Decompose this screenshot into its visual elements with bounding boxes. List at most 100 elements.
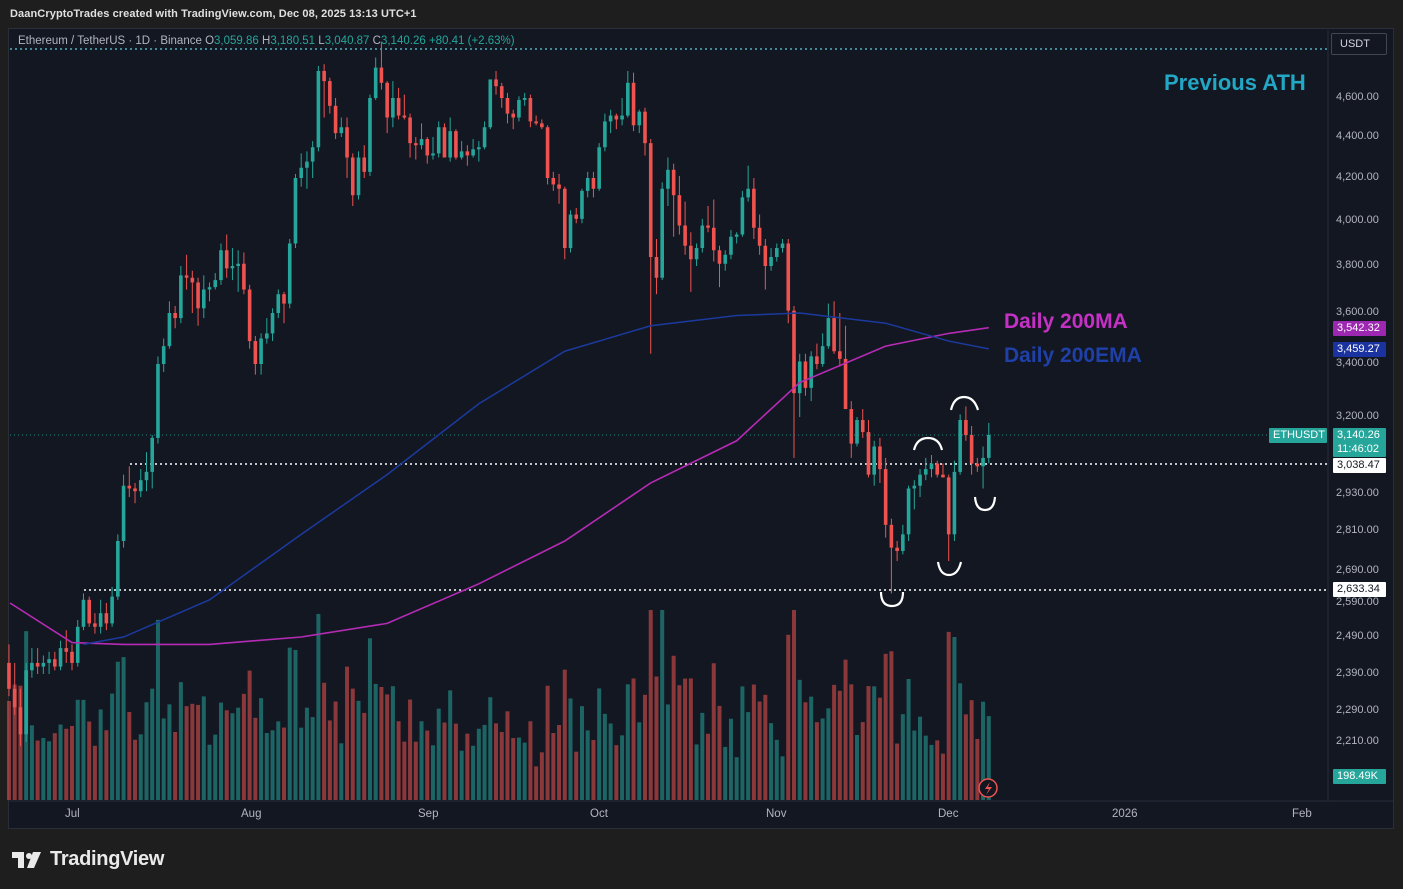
candle-body: [878, 446, 882, 470]
candle-body: [316, 70, 321, 148]
volume-bar: [402, 741, 407, 800]
candle-body: [975, 463, 980, 467]
volume-bar: [178, 682, 183, 800]
volume-bar: [345, 666, 350, 800]
swing-low-arc-2: [936, 561, 963, 577]
volume-bar: [133, 739, 138, 800]
volume-bar: [952, 637, 957, 800]
candle-body: [803, 361, 808, 388]
volume-bar: [304, 707, 309, 800]
candle-body: [448, 131, 452, 158]
volume-bar: [620, 735, 625, 800]
candle-body: [671, 169, 676, 196]
candle-body: [328, 81, 332, 106]
candle-body: [723, 254, 728, 264]
volume-bar: [757, 701, 762, 800]
tradingview-logo[interactable]: TradingView: [12, 848, 164, 871]
ma200-line: [9, 326, 989, 646]
volume-bar: [631, 678, 636, 800]
volume-bar: [872, 686, 877, 800]
time-tick-label: Nov: [766, 808, 787, 820]
candle-body: [855, 420, 859, 444]
volume-bar: [929, 744, 934, 800]
volume-bar: [224, 710, 229, 800]
chart-panel[interactable]: [8, 28, 1394, 829]
candle-body: [540, 123, 544, 128]
candle-body: [104, 613, 109, 624]
candle-body: [568, 214, 573, 248]
candle-body: [574, 214, 579, 219]
volume-bar: [843, 659, 848, 800]
candle-body: [116, 541, 120, 597]
volume-bar: [436, 708, 441, 800]
price-tick-label: 2,390.00: [1336, 667, 1379, 679]
volume-bar: [47, 741, 52, 800]
candle-body: [711, 227, 716, 251]
candle-body: [436, 127, 441, 154]
top-bar: DaanCryptoTrades created with TradingVie…: [0, 0, 1403, 28]
volume-bar: [769, 723, 774, 800]
candle-body: [780, 243, 785, 248]
volume-bar: [127, 711, 132, 800]
volume-bar: [282, 727, 287, 800]
volume-bar: [981, 701, 986, 800]
volume-bar: [41, 737, 46, 800]
volume-bar: [241, 693, 246, 800]
candle-body: [414, 143, 418, 146]
candle-body: [683, 225, 687, 246]
candle-body: [706, 225, 710, 228]
candle-body: [179, 275, 183, 319]
volume-bar: [356, 700, 361, 800]
candle-body: [408, 117, 412, 144]
volume-bar: [986, 716, 991, 800]
candle-body: [70, 651, 74, 663]
volume-bar: [207, 744, 212, 800]
currency-button[interactable]: USDT: [1331, 33, 1387, 55]
price-tick-label: 2,210.00: [1336, 735, 1379, 747]
candle-body: [666, 169, 670, 189]
volume-bar: [677, 685, 682, 800]
swing-low-arc-1: [879, 591, 905, 608]
volume-bar: [637, 722, 642, 800]
symbol-name[interactable]: Ethereum / TetherUS · 1D · Binance: [18, 35, 202, 47]
previous-ath-label: Previous ATH: [1164, 70, 1306, 95]
price-tick-label: 4,200.00: [1336, 171, 1379, 183]
volume-bar: [35, 740, 40, 800]
candle-body: [866, 432, 871, 475]
candle-body: [127, 485, 132, 489]
candle-body: [838, 351, 842, 359]
price-tick-label: 2,290.00: [1336, 704, 1379, 716]
volume-bar: [969, 700, 974, 800]
candle-body: [769, 257, 773, 266]
volume-bar: [643, 694, 647, 800]
volume-bar: [837, 690, 842, 800]
candle-body: [809, 356, 813, 388]
volume-bar: [940, 753, 945, 800]
volume-bar: [322, 682, 327, 800]
candle-body: [81, 599, 86, 627]
volume-bar: [539, 752, 544, 800]
low-value: 3,040.87: [324, 35, 370, 47]
candle-body: [30, 662, 34, 671]
footer: [0, 829, 1403, 889]
volume-bar: [511, 738, 516, 800]
candle-body: [293, 178, 298, 244]
candle-body: [12, 688, 17, 708]
candle-body: [895, 547, 899, 551]
time-tick-label: Feb: [1292, 808, 1312, 820]
volume-bar: [780, 756, 785, 800]
volume-bar: [276, 721, 281, 800]
candle-body: [889, 524, 894, 548]
candle-body: [620, 115, 624, 120]
volume-bar: [665, 704, 670, 800]
candle-body: [752, 188, 756, 228]
volume-bar: [373, 683, 378, 800]
candle-body: [906, 488, 911, 535]
volume-bar: [568, 698, 573, 800]
candle-body: [270, 313, 275, 334]
volume-bar: [253, 717, 258, 800]
candle-body: [305, 161, 309, 168]
candle-body: [774, 248, 779, 257]
volume-bar: [155, 619, 160, 800]
